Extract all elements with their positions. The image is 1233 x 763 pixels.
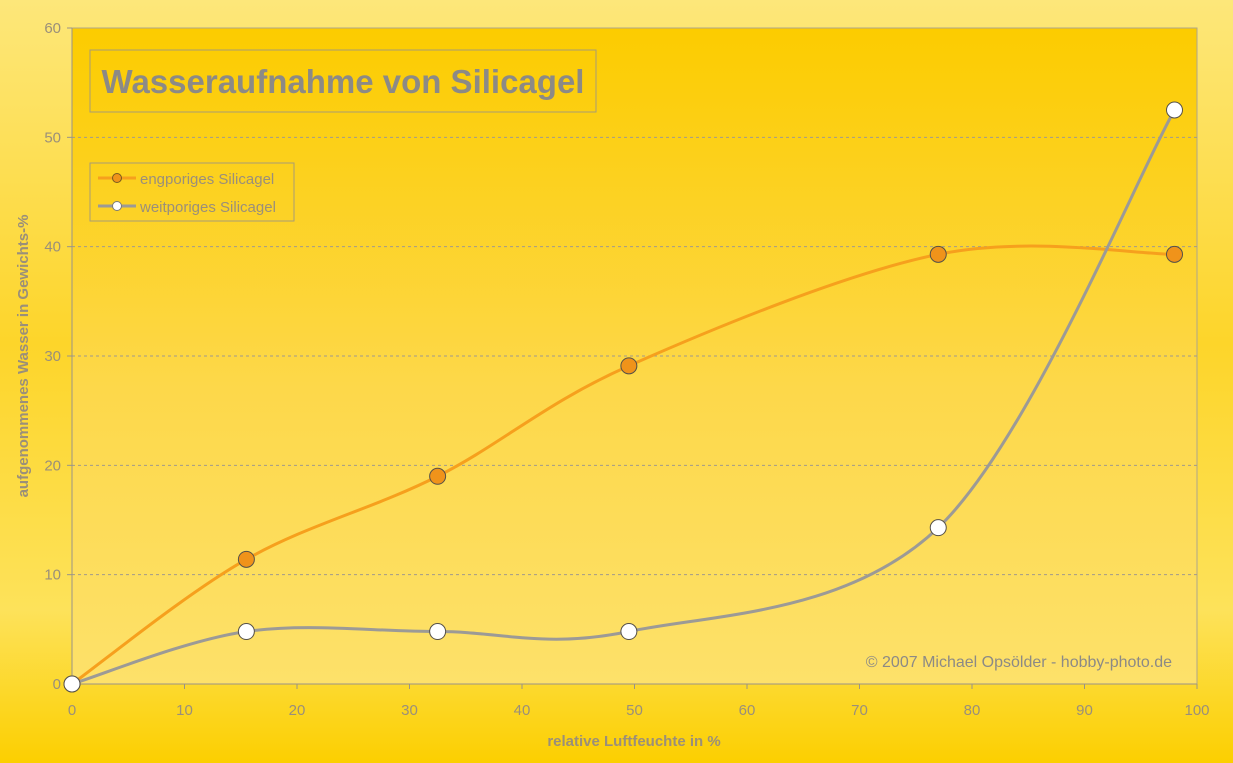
chart-title-box: Wasseraufnahme von Silicagel	[89, 49, 597, 113]
legend-label-engporig: engporiges Silicagel	[140, 171, 274, 188]
series	[63, 101, 1183, 693]
data-point-0-4	[929, 245, 947, 263]
x-tick-label-5: 50	[626, 702, 643, 719]
x-tick-label-1: 10	[176, 702, 193, 719]
chart-title: Wasseraufnahme von Silicagel	[102, 63, 585, 100]
y-tick-labels: 0 10 20 30 40 50 60	[44, 20, 72, 693]
data-point-1-0	[63, 675, 81, 693]
data-point-0-5	[1166, 245, 1183, 263]
x-tick-label-2: 20	[289, 702, 306, 719]
copyright-credit: © 2007 Michael Opsölder - hobby-photo.de	[866, 654, 1172, 671]
y-tick-label-0: 0	[53, 676, 61, 693]
data-point-1-1	[237, 623, 255, 641]
series-line-0	[70, 244, 1176, 686]
data-point-1-5	[1166, 101, 1183, 119]
y-tick-label-2: 20	[44, 457, 61, 474]
x-axis-title: relative Luftfeuchte in %	[547, 733, 720, 750]
y-tick-label-6: 60	[44, 20, 61, 37]
x-tick-label-6: 60	[739, 702, 756, 719]
data-point-0-2	[429, 467, 447, 485]
legend-entry-weitporig: weitporiges Silicagel	[98, 199, 276, 216]
data-point-0-1	[237, 550, 255, 568]
legend-marker-engporig	[112, 173, 122, 183]
x-tick-label-7: 70	[851, 702, 868, 719]
series-1	[63, 101, 1183, 693]
y-tick-label-3: 30	[44, 348, 61, 365]
x-tick-label-10: 100	[1184, 702, 1209, 719]
x-tick-labels: 0 10 20 30 40 50 60 70 80 90 100	[68, 684, 1210, 719]
legend-label-weitporig: weitporiges Silicagel	[139, 199, 276, 216]
data-point-1-3	[620, 623, 638, 641]
legend-box	[89, 162, 295, 222]
data-point-1-4	[929, 519, 947, 537]
x-tick-label-0: 0	[68, 702, 76, 719]
legend: engporiges Silicagel weitporiges Silicag…	[89, 162, 295, 222]
x-tick-label-4: 40	[514, 702, 531, 719]
y-axis-title: aufgenommenes Wasser in Gewichts-%	[15, 215, 32, 498]
legend-marker-weitporig	[112, 201, 122, 211]
data-point-0-3	[620, 357, 638, 375]
y-tick-label-5: 50	[44, 129, 61, 146]
y-tick-label-1: 10	[44, 567, 61, 584]
x-tick-label-3: 30	[401, 702, 418, 719]
data-point-1-2	[429, 623, 447, 641]
x-tick-label-9: 90	[1076, 702, 1093, 719]
y-tick-label-4: 40	[44, 239, 61, 256]
legend-entry-engporig: engporiges Silicagel	[98, 171, 274, 188]
x-tick-label-8: 80	[964, 702, 981, 719]
